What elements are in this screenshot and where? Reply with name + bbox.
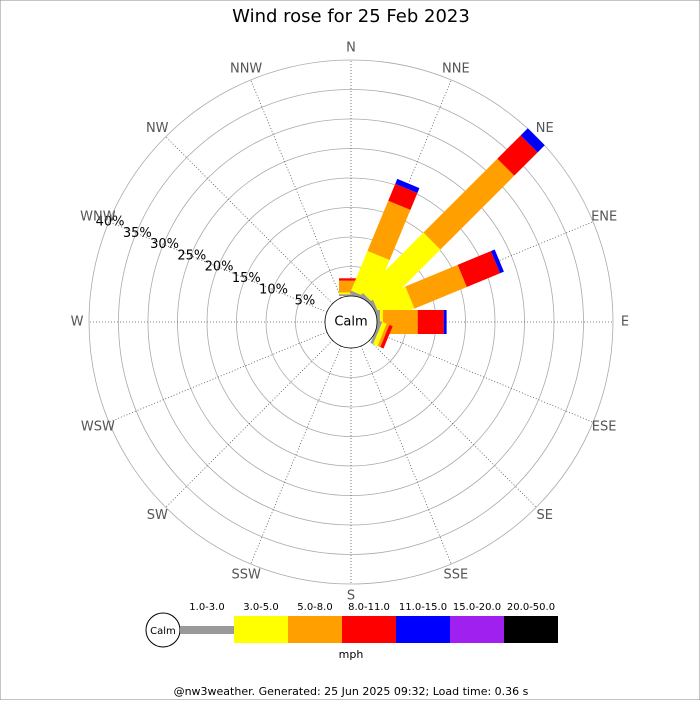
bar-segment [350, 250, 390, 300]
bar-segment [339, 280, 363, 293]
ring-label: 30% [150, 237, 179, 252]
grid-ring [236, 207, 466, 437]
bar-segment [417, 310, 444, 334]
spoke [165, 340, 333, 508]
calm-label: Calm [334, 315, 367, 330]
legend-swatch [234, 616, 288, 643]
bar-segment [339, 278, 363, 281]
legend-label: 8.0-11.0 [348, 602, 390, 613]
bar-segment [373, 321, 387, 346]
direction-label: SSW [231, 568, 261, 583]
direction-label: SSE [443, 568, 468, 583]
bar-segment [443, 310, 447, 334]
direction-label: N [346, 41, 356, 56]
legend-label: 1.0-3.0 [189, 602, 224, 613]
direction-label: WSW [81, 419, 115, 434]
ring-label: 20% [205, 260, 234, 275]
bar-segment [520, 128, 545, 153]
bar-segment [395, 178, 420, 194]
footer: @nw3weather. Generated: 25 Jun 2025 09:3… [174, 685, 529, 698]
spoke [360, 345, 452, 565]
legend-label: 20.0-50.0 [507, 602, 555, 613]
direction-label: NNW [230, 61, 262, 76]
spoke [250, 345, 342, 565]
spoke [374, 331, 594, 423]
unit-label: mph [339, 648, 364, 661]
ring-label: 25% [177, 248, 206, 263]
direction-label: S [347, 589, 355, 604]
bar-segment [457, 251, 501, 288]
legend-label: 11.0-15.0 [399, 602, 447, 613]
legend-swatch [288, 616, 342, 643]
bar-segment [339, 294, 363, 296]
bar-segment [490, 249, 504, 274]
spoke [165, 136, 333, 304]
direction-label: NW [146, 121, 169, 136]
bar-segment [362, 232, 441, 311]
direction-label: E [621, 315, 629, 330]
calm-circle [324, 295, 378, 349]
direction-label: NNE [442, 61, 470, 76]
direction-label: NE [536, 121, 554, 136]
legend-swatch [450, 616, 504, 643]
legend-label: 3.0-5.0 [243, 602, 278, 613]
direction-label: WNW [80, 210, 116, 225]
spoke [250, 79, 342, 299]
legend-calm-label: Calm [150, 626, 176, 637]
bar-segment [497, 135, 538, 176]
ring-label: 35% [123, 226, 152, 241]
legend-swatch [504, 616, 558, 643]
bar-segment [388, 183, 418, 210]
legend-swatch [342, 616, 396, 643]
legend-label: 15.0-20.0 [453, 602, 501, 613]
legend-swatch [396, 616, 450, 643]
bar-segment [377, 323, 390, 348]
grid-ring [88, 59, 614, 585]
bar-segment [367, 200, 411, 261]
spoke [369, 340, 537, 508]
spoke [108, 331, 328, 423]
bar-group [349, 178, 420, 303]
bar-segment [423, 158, 515, 250]
bar-group [360, 128, 545, 313]
direction-label: SE [537, 508, 553, 523]
bar-group [370, 320, 393, 349]
direction-label: ESE [592, 419, 617, 434]
grid-ring [118, 89, 584, 555]
bar-segment [370, 320, 383, 345]
bar-segment [405, 264, 467, 309]
bar-segment [380, 324, 393, 349]
chart-title: Wind rose for 25 Feb 2023 [232, 6, 470, 27]
spoke [108, 221, 328, 313]
legend-swatch [180, 626, 234, 634]
direction-label: ENE [591, 210, 617, 225]
direction-label: SW [147, 508, 168, 523]
legend-label: 5.0-8.0 [297, 602, 332, 613]
direction-label: W [71, 315, 84, 330]
